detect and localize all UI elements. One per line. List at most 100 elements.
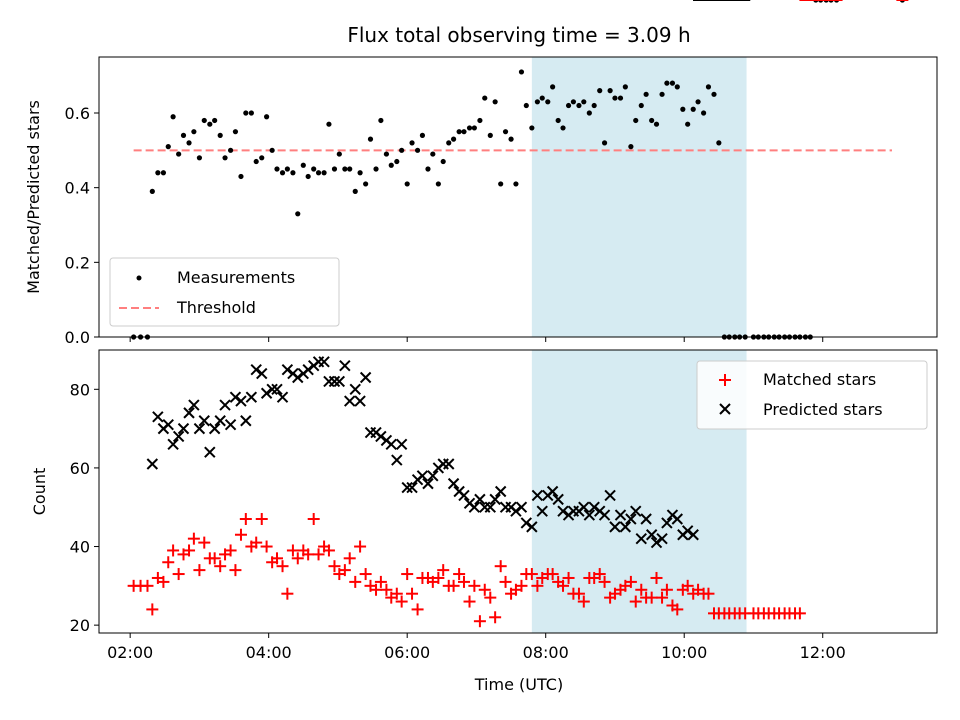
measurement-point xyxy=(347,166,353,172)
measurement-point xyxy=(628,144,634,150)
matched-star-point xyxy=(193,564,206,577)
matched-star-point xyxy=(453,568,466,581)
y-tick-label: 0.4 xyxy=(65,179,90,198)
matched-star-point xyxy=(255,513,268,526)
predicted-star-point xyxy=(645,529,658,541)
ratio-y-axis-label: Matched/Predicted stars xyxy=(24,100,43,294)
predicted-star-point xyxy=(395,438,408,451)
matched-star-point xyxy=(239,513,252,526)
predicted-star-point xyxy=(323,375,335,388)
matched-star-point xyxy=(593,568,606,581)
predicted-star-point xyxy=(204,446,216,458)
matched-star-point xyxy=(478,583,491,596)
predicted-star-point xyxy=(635,532,647,545)
matched-star-point xyxy=(432,571,445,584)
legend-predicted-label: Predicted stars xyxy=(763,400,883,419)
matched-star-point xyxy=(468,579,481,592)
measurement-point xyxy=(409,140,415,146)
measurement-point xyxy=(196,155,203,161)
predicted-star-point xyxy=(312,356,325,368)
matched-star-point xyxy=(183,544,196,557)
matched-star-point xyxy=(157,575,170,588)
predicted-star-point xyxy=(546,485,559,498)
matched-star-point xyxy=(635,583,648,596)
measurement-point xyxy=(414,147,421,153)
measurement-point xyxy=(383,151,390,157)
matched-star-point xyxy=(650,571,663,584)
measurement-point xyxy=(222,155,228,161)
matched-star-point xyxy=(374,575,387,588)
measurement-point xyxy=(466,125,473,131)
x-tick-label: 08:00 xyxy=(523,643,569,662)
measurement-point xyxy=(477,117,483,124)
measurement-point xyxy=(560,125,566,131)
measurement-point xyxy=(367,136,374,142)
measurement-point xyxy=(586,110,592,116)
matched-star-point xyxy=(557,579,570,592)
matched-star-point xyxy=(660,583,673,596)
predicted-star-point xyxy=(447,477,460,490)
predicted-star-point xyxy=(177,422,190,435)
measurement-point xyxy=(212,117,218,124)
measurement-point xyxy=(373,166,379,172)
measurement-point xyxy=(633,117,639,124)
measurement-point xyxy=(191,129,197,135)
measurement-point xyxy=(607,88,613,94)
measurement-point xyxy=(601,140,608,146)
count-y-axis: 20 40 60 80 xyxy=(70,380,99,635)
y-tick-label: 20 xyxy=(70,616,90,635)
measurement-point xyxy=(300,162,306,168)
measurement-point xyxy=(545,99,551,105)
legend-matched-marker xyxy=(719,374,731,386)
measurement-point xyxy=(331,166,338,172)
predicted-star-point xyxy=(437,458,449,470)
matched-star-point xyxy=(250,536,263,549)
predicted-star-point xyxy=(583,509,596,521)
predicted-star-point xyxy=(687,529,699,541)
measurement-point xyxy=(502,129,509,135)
measurement-point xyxy=(680,106,686,112)
predicted-star-point xyxy=(552,493,564,506)
predicted-star-point xyxy=(671,513,683,525)
predicted-star-point xyxy=(630,505,642,517)
matched-star-point xyxy=(354,540,367,553)
measurement-point xyxy=(643,91,649,97)
matched-star-point xyxy=(370,583,383,596)
measurement-point xyxy=(253,158,259,165)
measurement-point xyxy=(284,166,290,172)
predicted-star-point xyxy=(385,438,397,451)
measurement-point xyxy=(617,95,624,101)
measurement-point xyxy=(165,144,171,150)
matched-star-point xyxy=(343,552,356,565)
predicted-star-point xyxy=(276,391,289,403)
measurement-point xyxy=(363,181,369,187)
y-tick-label: 40 xyxy=(70,538,90,557)
predicted-star-point xyxy=(588,501,600,513)
ratio-legend: Measurements Threshold xyxy=(109,257,340,327)
measurement-point xyxy=(232,129,239,135)
predicted-star-point xyxy=(260,387,273,399)
predicted-star-point xyxy=(364,426,377,439)
predicted-star-point xyxy=(531,489,544,502)
matched-star-point xyxy=(515,579,528,592)
matched-star-point xyxy=(645,591,658,604)
highlight-span xyxy=(531,57,747,337)
predicted-star-point xyxy=(193,422,206,435)
measurement-point xyxy=(565,102,572,109)
matched-star-point xyxy=(234,528,247,541)
predicted-star-point xyxy=(401,481,413,494)
matched-star-point xyxy=(291,552,304,565)
predicted-star-point xyxy=(328,375,341,388)
measurement-point xyxy=(597,88,603,94)
ratio-plot-frame xyxy=(98,56,938,338)
measurement-point xyxy=(201,117,207,124)
measurement-point xyxy=(425,166,431,172)
y-tick-label: 0.2 xyxy=(65,253,90,272)
matched-star-point xyxy=(328,560,341,573)
measurement-point xyxy=(357,170,363,176)
matched-star-point xyxy=(656,591,669,604)
measurement-point xyxy=(529,125,535,131)
measurement-point xyxy=(659,91,665,97)
measurement-point xyxy=(550,84,556,90)
predicted-star-point xyxy=(510,505,522,517)
